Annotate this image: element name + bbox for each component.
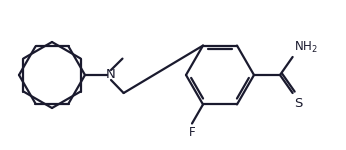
Text: NH$_2$: NH$_2$ [294,40,317,55]
Text: N: N [106,69,116,81]
Text: F: F [189,126,195,140]
Text: S: S [294,97,303,110]
